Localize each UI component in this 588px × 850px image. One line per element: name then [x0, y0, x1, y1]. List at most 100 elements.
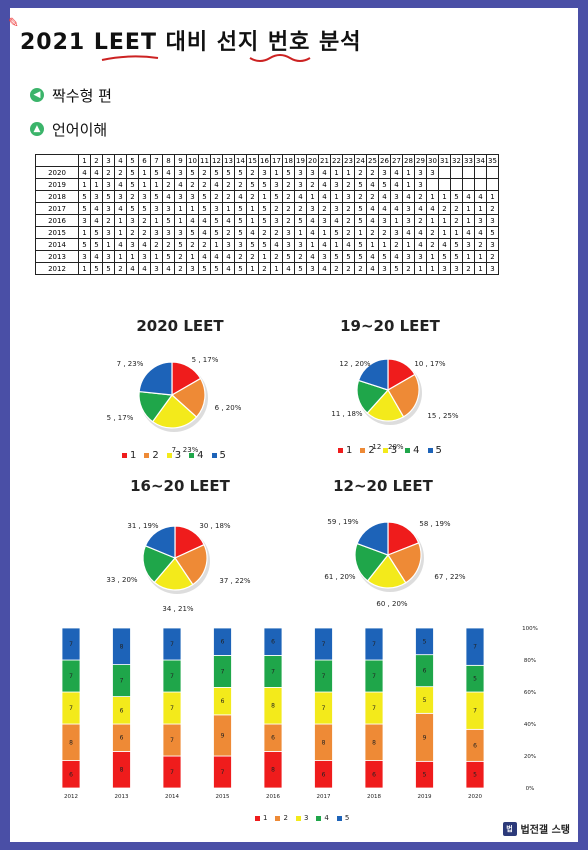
pie-data-label: 11 , 18%: [331, 410, 362, 418]
pin-icon: ✎: [8, 16, 19, 31]
legend-label: 2: [152, 450, 159, 461]
pie-slice: [170, 377, 206, 418]
legend-item: 3: [166, 450, 181, 461]
section-language: ▲ 언어이해: [30, 118, 107, 140]
pie-data-label: 10 , 17%: [414, 360, 445, 368]
pie-slice: [138, 361, 173, 396]
bar-data-label: 7: [170, 673, 174, 680]
bar-segment: [112, 627, 131, 665]
pie-data-label: 59 , 19%: [327, 518, 358, 526]
bar-data-label: 8: [322, 739, 326, 746]
table-row: 2012 1 5 5 2 4 4 3 4 2 3 5 5 4 5 1 2 1 4 5 3 4 2 2 2 4 3 5 2 1 1 3 3 2 1 3: [35, 262, 499, 275]
legend-bar: 1 2 3 4 5: [255, 814, 349, 822]
bar-segment: [415, 627, 434, 656]
bar-data-label: 7: [69, 673, 73, 680]
legend-item: 3: [382, 445, 398, 456]
bar-data-label: 7: [170, 769, 174, 776]
x-tick-label: 2013: [115, 794, 129, 800]
y-tick-label: 100%: [522, 626, 538, 632]
page: ✎ 2021 LEET 대비 선지 번호 분석 ◀ 짝수형 편 ▲ 언어이해 1…: [8, 8, 578, 842]
legend-swatch: [360, 447, 366, 453]
pie-slice: [144, 525, 176, 559]
legend-pie-2: 1 2 3 4 5: [338, 445, 442, 456]
legend-item: 3: [295, 814, 308, 822]
legend-label: 1: [346, 445, 353, 456]
bar-data-label: 6: [271, 735, 275, 742]
legend-item: 2: [360, 445, 375, 456]
pie-data-label: 67 , 22%: [434, 573, 465, 581]
pie-data-label: 6 , 20%: [215, 404, 242, 412]
bar-segment: [465, 627, 485, 666]
bar-data-label: 8: [271, 767, 275, 774]
x-tick-label: 2012: [64, 794, 78, 800]
bar-data-label: 6: [69, 771, 73, 778]
pie-data-label: 12 , 20%: [339, 360, 370, 368]
pie-slice: [151, 394, 198, 429]
bar-data-label: 7: [221, 668, 225, 675]
pie-data-label: 7 , 23%: [117, 360, 144, 368]
bar-data-label: 5: [423, 697, 427, 704]
legend-item: 5: [211, 450, 226, 461]
bar-data-label: 7: [473, 708, 477, 715]
bar-data-label: 7: [322, 641, 326, 648]
legend-item: 1: [255, 814, 267, 822]
page-title: 2021 LEET 대비 선지 번호 분석: [20, 30, 362, 55]
bar-data-label: 7: [372, 705, 376, 712]
bar-data-label: 7: [372, 673, 376, 680]
pie-data-label: 37 , 22%: [219, 577, 250, 585]
x-tick-label: 2017: [317, 794, 331, 800]
bar-data-label: 6: [473, 742, 477, 749]
pie-slice: [354, 542, 389, 582]
bar-data-label: 6: [322, 771, 326, 778]
legend-swatch: [338, 447, 343, 453]
legend-swatch: [295, 815, 301, 821]
legend-label: 3: [390, 445, 398, 456]
pie-data-label: 5 , 17%: [192, 356, 219, 364]
book-icon: ▲: [30, 122, 44, 136]
legend-label: 4: [413, 445, 420, 456]
title-underline: [101, 54, 311, 62]
bar-data-label: 7: [69, 705, 73, 712]
legend-item: 5: [427, 445, 442, 456]
bar-data-label: 5: [423, 638, 427, 645]
legend-swatch: [382, 447, 388, 453]
section-language-label: 언어이해: [52, 120, 108, 139]
pie-slice: [356, 521, 389, 556]
pie-data-label: 5 , 17%: [107, 414, 134, 422]
answer-cell: 5: [198, 262, 211, 275]
legend-swatch: [336, 815, 342, 821]
legend-swatch: [144, 452, 150, 458]
bar-data-label: 7: [120, 678, 124, 685]
charts-svg: 2020 LEET 5 , 17% 6 , 20% 7 , 23% 5 , 17% 7 ,…: [61, 317, 538, 800]
answer-cell: 3: [486, 262, 499, 275]
x-tick-label: 2016: [266, 794, 280, 800]
legend-label: 2: [283, 814, 288, 822]
answer-cell: 2: [462, 262, 475, 275]
x-tick-label: 2019: [418, 794, 432, 800]
bar-data-label: 8: [372, 739, 376, 746]
bar-data-label: 7: [170, 705, 174, 712]
bar-data-label: 8: [120, 767, 124, 774]
table-row: 2015 1 5 3 1 2 2 3 3 3 5 4 5 2 5 4 2 2 3 1 4 1 5 2 1 2 2 3 4 4 2 1 1 4 4 5: [35, 226, 499, 239]
legend-item: 2: [144, 450, 159, 461]
section-even-type-label: 짝수형 편: [52, 86, 112, 105]
legend-label: 5: [344, 814, 350, 822]
bar-data-label: 8: [69, 739, 73, 746]
legend-pie-1: 1 2 3 4 5: [122, 450, 226, 461]
row-year: 2012: [35, 262, 79, 275]
pie-data-label: 61 , 20%: [324, 573, 355, 581]
pie-data-label: 7 , 23%: [172, 446, 199, 454]
pie-slice: [387, 521, 420, 556]
y-tick-label: 60%: [524, 690, 536, 696]
pie-data-label: 12 , 20%: [372, 443, 403, 451]
bar-data-label: 7: [322, 705, 326, 712]
y-tick-label: 20%: [524, 754, 536, 760]
bar-data-label: 6: [221, 698, 225, 705]
y-tick-label: 40%: [524, 722, 536, 728]
legend-item: 4: [189, 450, 204, 461]
pie-slice: [174, 543, 208, 586]
answer-cell: 1: [246, 262, 259, 275]
pie-title: 12~20 LEET: [333, 477, 434, 495]
bar-segment: [263, 627, 283, 656]
x-tick-label: 2020: [468, 794, 482, 800]
